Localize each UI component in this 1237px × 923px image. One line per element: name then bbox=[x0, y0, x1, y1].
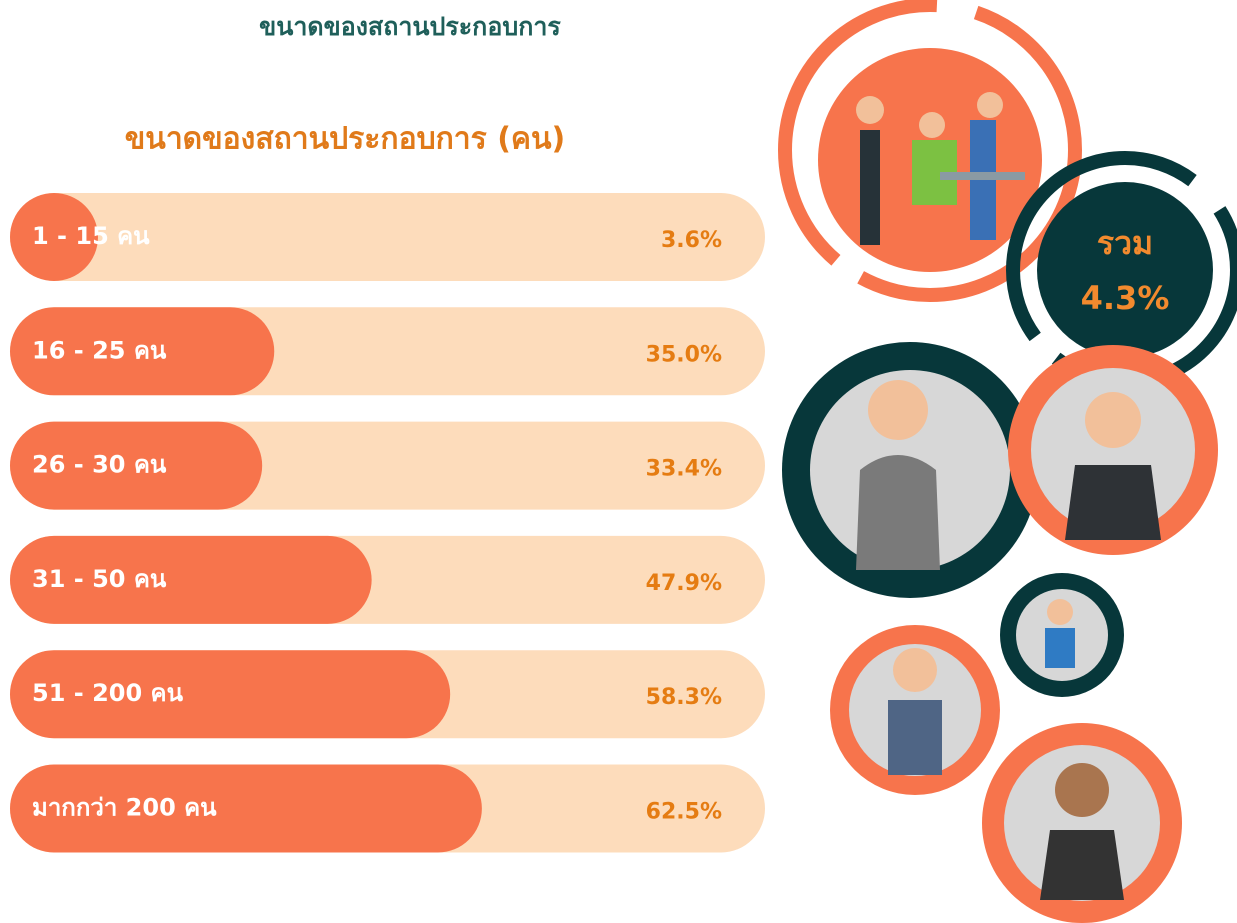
bar bbox=[10, 650, 451, 739]
bars: 1 - 15 คน 3.6% 16 - 25 คน 35.0% 26 - 30 คน 33… bbox=[10, 193, 765, 853]
category-label: 26 - 30 คน bbox=[32, 451, 167, 479]
category-label: มากกว่า 200 คน bbox=[32, 794, 217, 822]
bar bbox=[10, 307, 275, 396]
total-label: รวม bbox=[1097, 224, 1153, 262]
circle bbox=[1004, 745, 1160, 901]
subtitle: ขนาดของสถานประกอบการ (คน) bbox=[125, 122, 565, 157]
value-label: 33.4% bbox=[646, 457, 722, 482]
bar-track bbox=[10, 193, 765, 281]
title: ขนาดของสถานประกอบการ bbox=[259, 12, 561, 41]
total-value: 4.3% bbox=[1081, 279, 1170, 317]
category-label: 16 - 25 คน bbox=[32, 336, 167, 364]
bar bbox=[10, 764, 482, 853]
value-label: 35.0% bbox=[646, 342, 722, 367]
category-label: 1 - 15 คน bbox=[32, 222, 150, 250]
value-label: 3.6% bbox=[661, 228, 722, 253]
bar bbox=[10, 421, 263, 510]
total-circle bbox=[1037, 182, 1213, 358]
people-illustration bbox=[856, 92, 1025, 245]
value-label: 58.3% bbox=[646, 685, 722, 710]
ring bbox=[778, 0, 1082, 302]
value-label: 47.9% bbox=[646, 571, 722, 596]
decorations: รวม 4.3% bbox=[778, 0, 1237, 923]
bar bbox=[10, 193, 98, 281]
category-label: 51 - 200 คน bbox=[32, 679, 184, 707]
value-label: 62.5% bbox=[646, 800, 722, 825]
category-label: 31 - 50 คน bbox=[32, 565, 167, 593]
bar bbox=[10, 535, 372, 624]
